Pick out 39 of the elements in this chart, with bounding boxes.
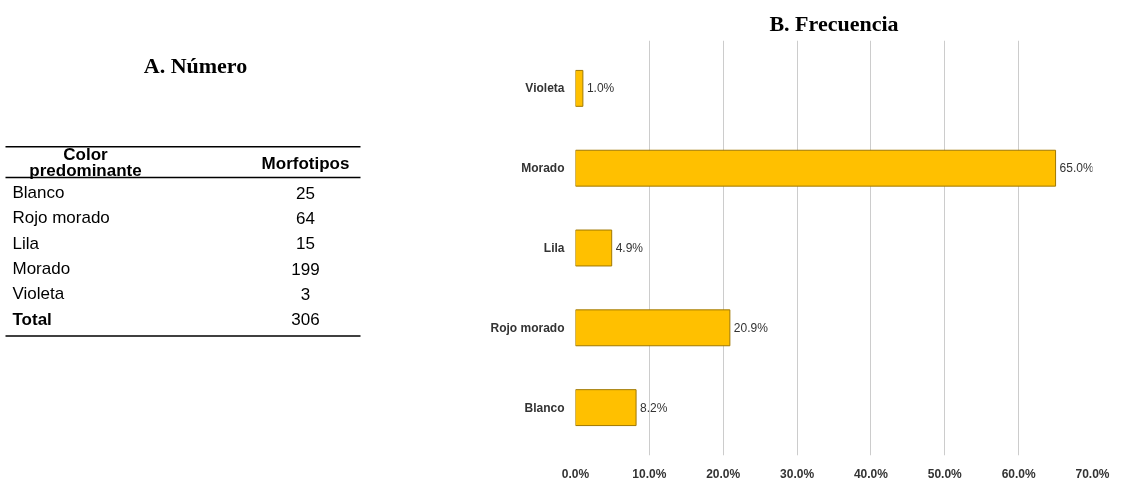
category-label: Lila [12, 233, 40, 253]
text: Color predominante [29, 144, 142, 181]
data-label: 199 [291, 259, 320, 279]
y-tick-label: Violeta [525, 81, 565, 96]
x-tick-label: 60.0% [1001, 466, 1036, 481]
x-tick-label: 10.0% [632, 466, 667, 481]
bar [575, 309, 731, 347]
category-label: Morado [12, 259, 71, 279]
x-tick-label: 40.0% [853, 466, 889, 481]
data-label: 8.2% [640, 400, 668, 415]
y-tick-label: Blanco [524, 400, 565, 415]
x-tick-label: 20.0% [706, 466, 741, 481]
x-tick-label: 70.0% [1075, 466, 1110, 481]
y-tick-label: Morado [521, 161, 565, 176]
category-label: Total [12, 309, 52, 329]
chart-title: B. Frecuencia [769, 10, 899, 36]
data-label: 1.0% [586, 81, 615, 96]
data-label: 65.0% [1059, 161, 1094, 176]
x-tick-label: 0.0% [561, 466, 590, 481]
text: A. Número [143, 52, 248, 78]
bar [575, 229, 613, 267]
text: Morfotipos [261, 153, 350, 173]
data-label: 25 [296, 183, 315, 203]
data-label: 64 [296, 208, 315, 228]
bar [575, 149, 1057, 187]
data-label: 20.9% [733, 320, 769, 335]
x-tick-label: 30.0% [780, 466, 815, 481]
y-tick-label: Rojo morado [490, 320, 565, 335]
y-tick-label: Lila [543, 241, 565, 255]
x-tick-label: 50.0% [927, 466, 963, 481]
data-label: 3 [300, 284, 311, 304]
category-label: Rojo morado [12, 208, 110, 228]
category-label: Violeta [12, 284, 65, 304]
bar [575, 69, 584, 107]
data-label: 15 [296, 234, 315, 254]
bar [575, 389, 637, 427]
data-label: 4.9% [615, 241, 644, 255]
category-label: Blanco [12, 183, 65, 203]
data-label: 306 [291, 310, 320, 330]
